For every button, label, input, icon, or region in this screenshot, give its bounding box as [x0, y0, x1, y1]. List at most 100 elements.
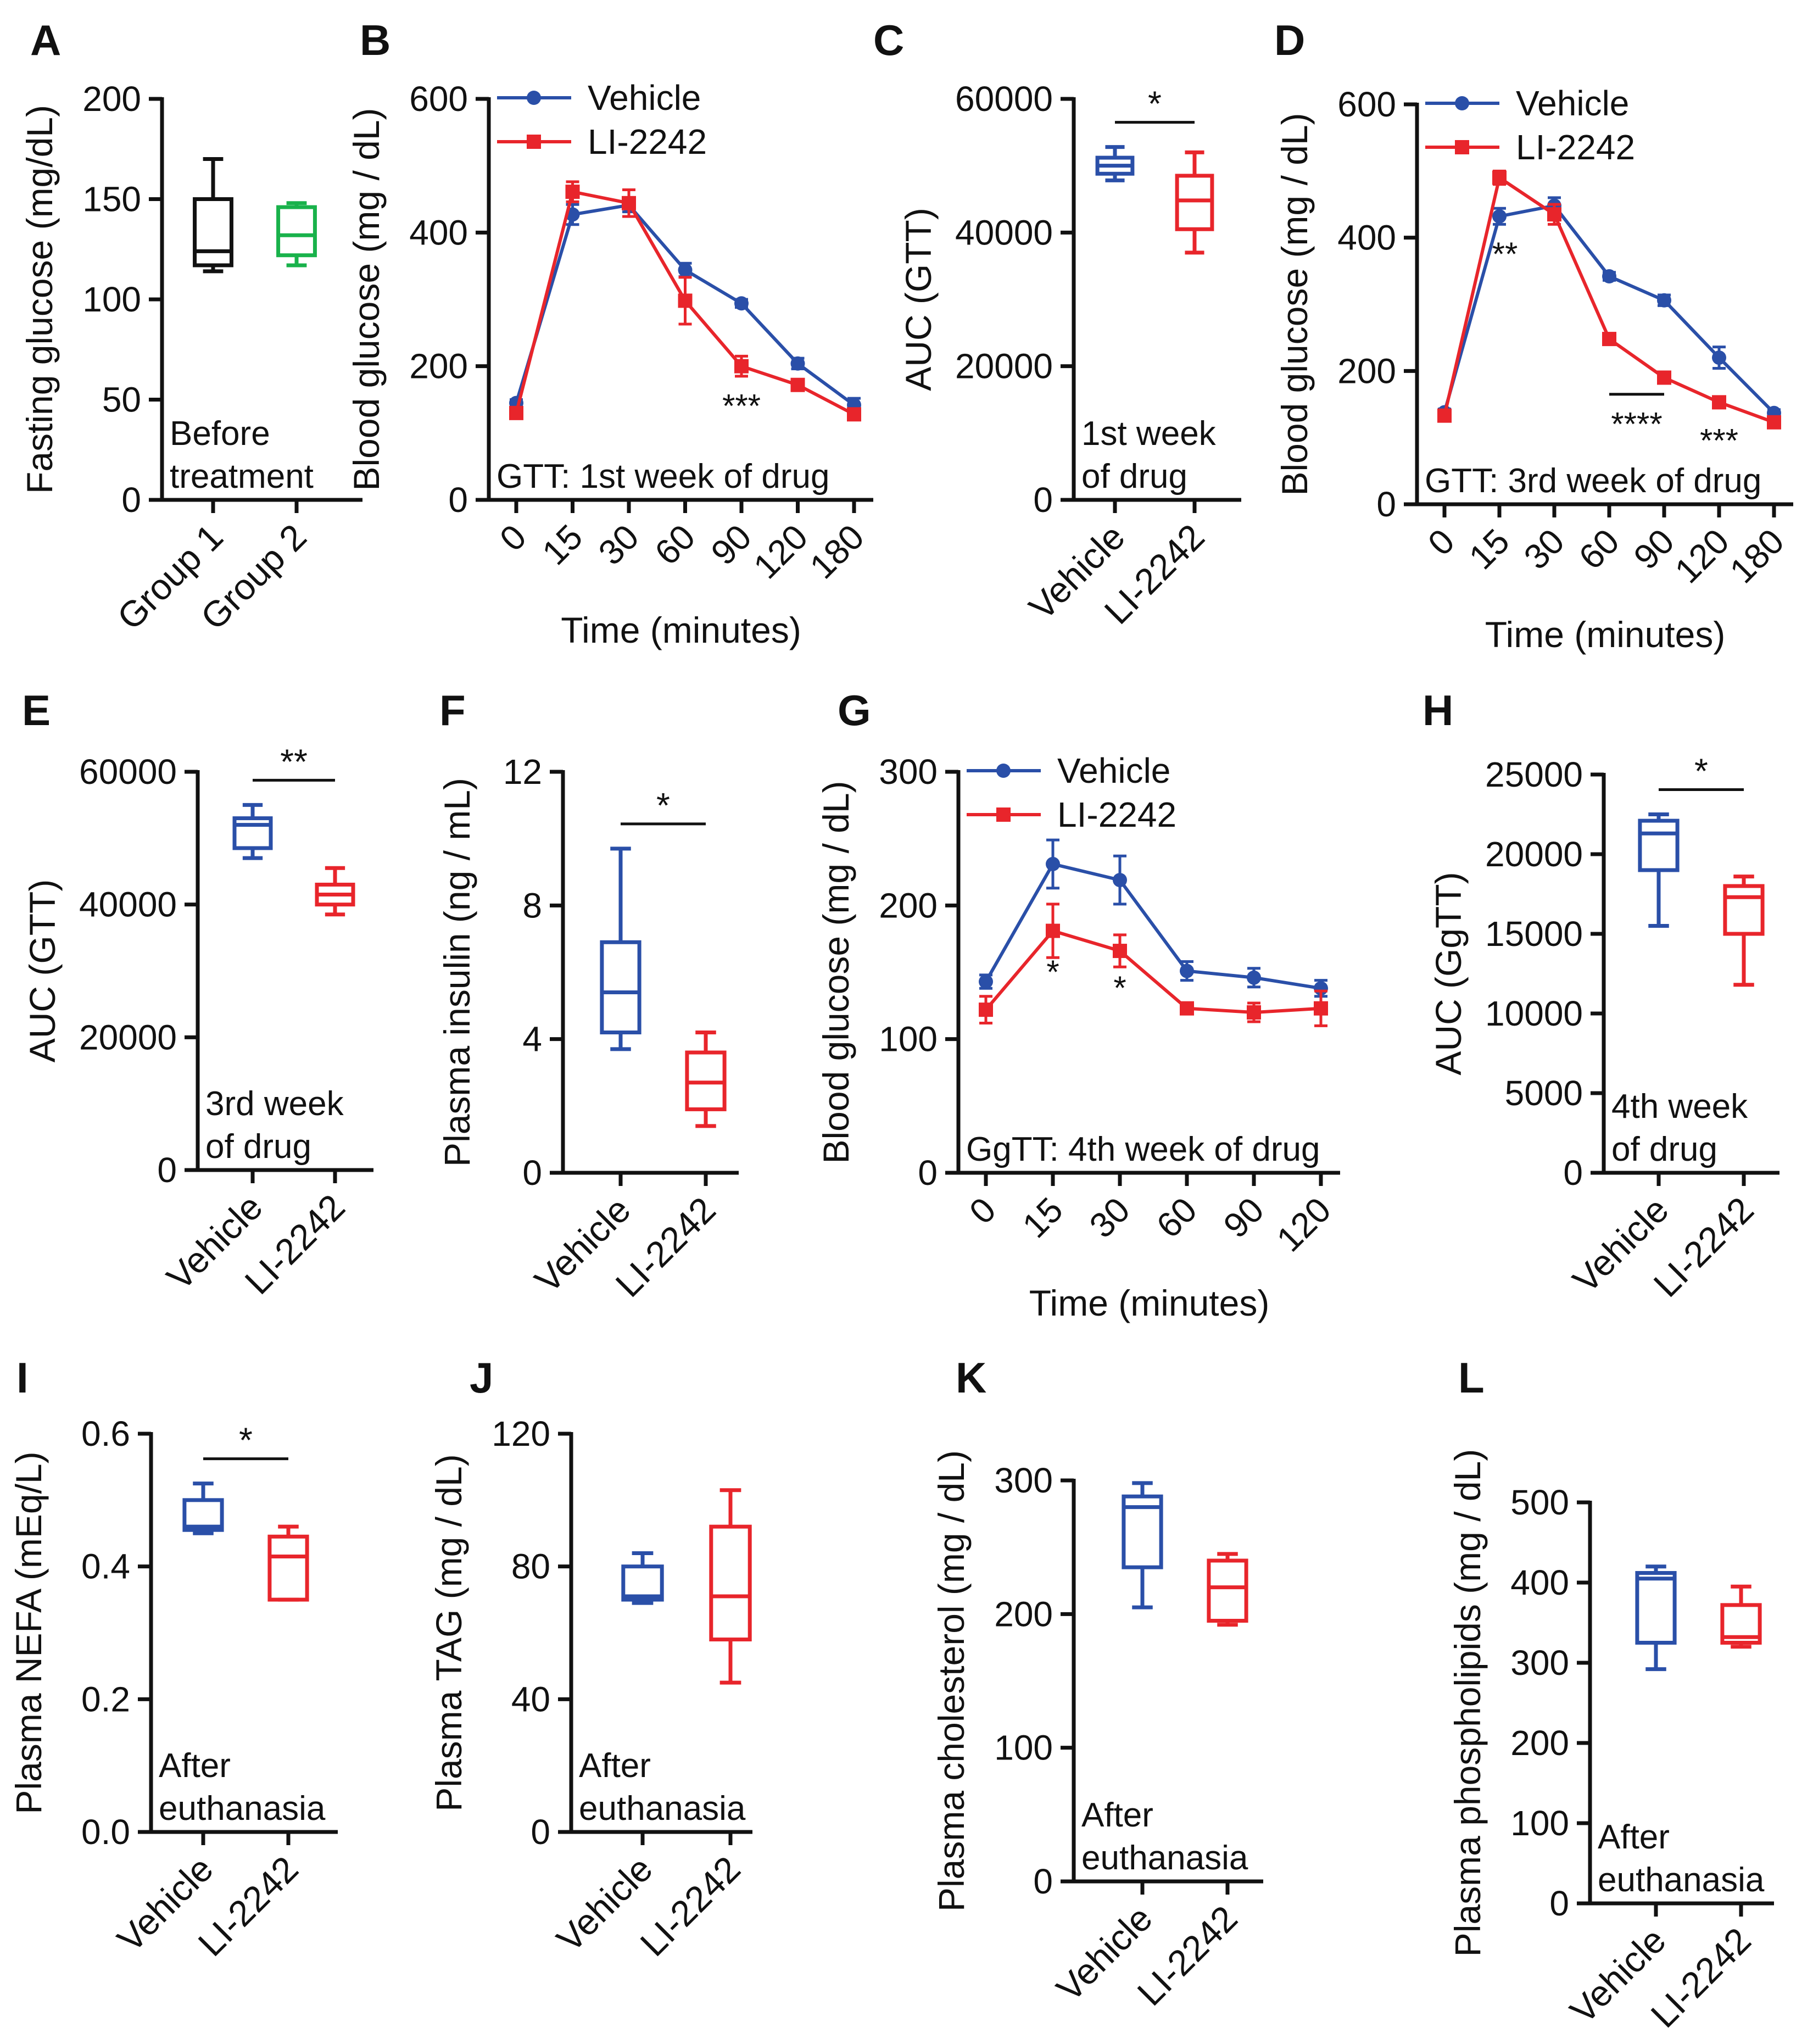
series-line [984, 929, 1321, 1015]
box-vehicle [1122, 1481, 1163, 1609]
box-vehicle [1095, 145, 1135, 182]
annotation-text: After [579, 1747, 651, 1785]
y-tick-label: 0 [1376, 484, 1396, 524]
data-point [790, 356, 805, 371]
significance-mark: * [1148, 84, 1162, 124]
y-tick-label: 400 [1510, 1563, 1569, 1602]
y-tick-label: 300 [879, 752, 938, 792]
panel-letter: H [1422, 686, 1453, 734]
y-tick-label: 600 [1337, 85, 1396, 124]
box-vehicle [182, 1482, 224, 1535]
x-tick-label: LI-2242 [632, 1848, 748, 1964]
x-axis-label: Time (minutes) [1029, 1283, 1270, 1323]
x-tick-label: 0 [492, 517, 534, 559]
data-point [1547, 207, 1561, 222]
y-tick-label: 100 [1510, 1803, 1569, 1843]
y-tick-label: 100 [879, 1020, 938, 1059]
y-tick-label: 0.0 [81, 1812, 130, 1852]
box-iqr [621, 1564, 664, 1602]
series-line [984, 862, 1321, 990]
y-tick-label: 120 [492, 1414, 550, 1453]
data-point [565, 185, 580, 199]
y-tick-label: 20000 [955, 347, 1053, 386]
data-point [509, 405, 523, 420]
data-point [979, 1002, 993, 1017]
data-point [847, 407, 861, 422]
y-tick-label: 10000 [1485, 994, 1583, 1033]
box-iqr [1122, 1494, 1163, 1569]
y-tick-label: 20000 [79, 1017, 177, 1057]
data-point [1767, 415, 1781, 430]
data-point [1113, 944, 1127, 959]
legend-marker [527, 135, 541, 149]
series-vehicle: Vehicle [1425, 83, 1781, 420]
box-li-2242 [1720, 1584, 1762, 1649]
y-tick-label: 0 [1563, 1153, 1583, 1193]
box-li-2242 [1175, 150, 1214, 255]
data-point [734, 359, 749, 374]
y-tick-label: 200 [994, 1594, 1053, 1634]
legend-label: Vehicle [1057, 751, 1170, 790]
x-tick-label: 0 [962, 1190, 1003, 1232]
y-tick-label: 0 [531, 1812, 550, 1852]
y-tick-label: 40000 [955, 213, 1053, 252]
box-iqr [709, 1524, 752, 1642]
y-tick-label: 400 [409, 213, 468, 252]
y-tick-label: 200 [1337, 351, 1396, 391]
x-tick-label: 180 [802, 517, 871, 586]
box-vehicle [621, 1551, 664, 1605]
y-tick-label: 0.2 [81, 1679, 130, 1719]
box-iqr [182, 1498, 224, 1532]
y-tick-label: 500 [1510, 1483, 1569, 1522]
legend-label: LI-2242 [1057, 795, 1176, 834]
box-li-2242 [709, 1488, 752, 1685]
x-axis-label: Time (minutes) [1485, 614, 1726, 655]
significance-mark: *** [1700, 422, 1738, 459]
box-iqr [267, 1534, 309, 1602]
y-tick-label: 12 [503, 752, 542, 792]
y-tick-label: 8 [522, 885, 542, 925]
legend-label: Vehicle [1516, 83, 1629, 123]
y-tick-label: 0.6 [81, 1414, 130, 1453]
y-axis-label: Plasma insulin (ng / mL) [437, 778, 477, 1167]
annotation-text: treatment [170, 458, 314, 495]
significance-mark: * [1694, 751, 1708, 791]
y-tick-label: 200 [1510, 1723, 1569, 1763]
series-li-2242: LI-2242 [1425, 127, 1781, 430]
annotation-text: Before [170, 415, 270, 453]
box-group-1 [193, 157, 233, 274]
panel-letter: A [30, 16, 61, 64]
y-tick-label: 0 [448, 480, 468, 520]
x-tick-label: 30 [1516, 521, 1572, 577]
panel-letter: C [873, 16, 904, 64]
y-tick-label: 0 [157, 1150, 177, 1190]
y-tick-label: 60000 [79, 752, 177, 792]
box-iqr [1207, 1558, 1248, 1623]
y-axis-label: Plasma phospholipids (mg / dL) [1447, 1449, 1488, 1957]
y-axis-label: Plasma TAG (mg / dL) [428, 1454, 469, 1811]
y-tick-label: 0 [121, 480, 141, 520]
y-tick-label: 200 [82, 79, 141, 119]
box-li-2242 [685, 1031, 727, 1128]
data-point [1247, 1005, 1261, 1020]
box-vehicle [232, 803, 273, 860]
annotation-text: 4th week [1611, 1088, 1748, 1126]
box-vehicle [600, 846, 641, 1051]
y-tick-label: 4 [522, 1020, 542, 1059]
y-tick-label: 25000 [1485, 755, 1583, 794]
x-tick-label: 120 [1269, 1190, 1338, 1259]
box-iqr [276, 205, 317, 258]
y-tick-label: 300 [1510, 1643, 1569, 1683]
x-tick-label: 60 [647, 517, 702, 572]
annotation-text: After [1081, 1796, 1153, 1834]
annotation-text: 1st week [1081, 415, 1217, 453]
annotation-text: euthanasia [1598, 1861, 1765, 1899]
x-tick-label: 60 [1571, 521, 1627, 577]
y-axis-label: AUC (GTT) [898, 208, 939, 391]
